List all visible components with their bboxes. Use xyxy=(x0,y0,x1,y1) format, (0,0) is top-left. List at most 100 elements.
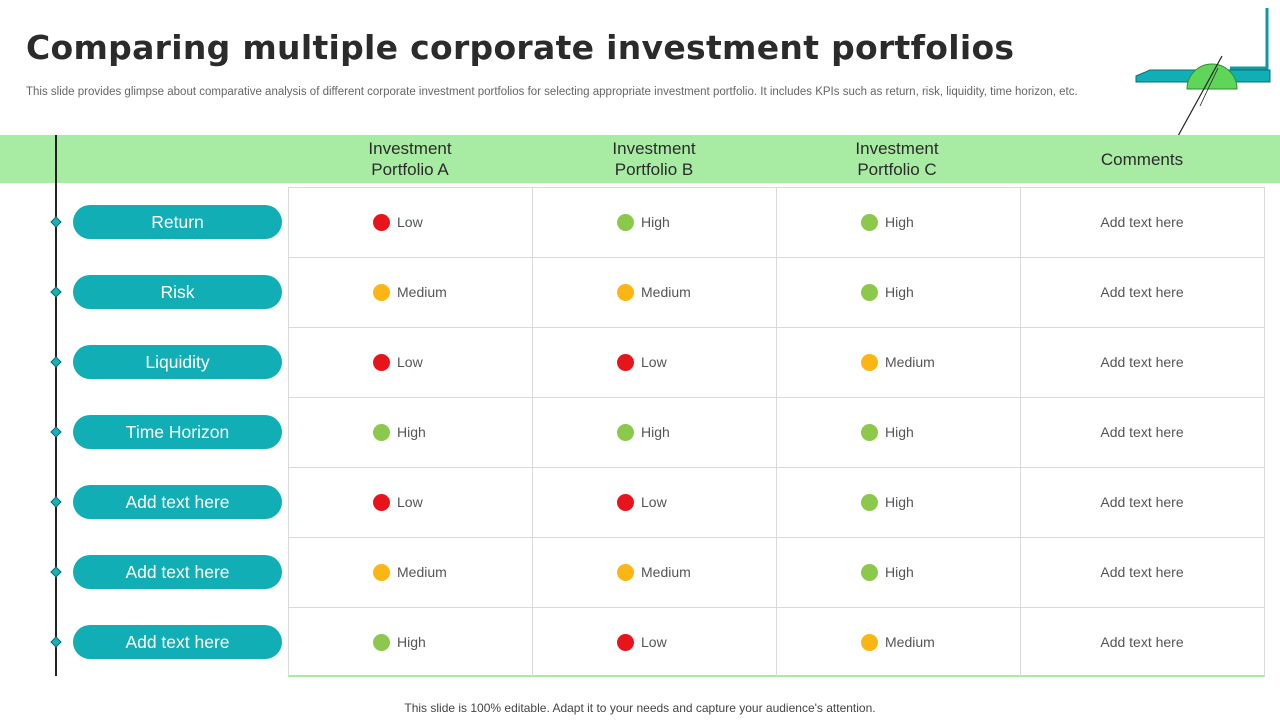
rating-indicator: Medium xyxy=(861,633,961,651)
table-row-divider xyxy=(288,537,1265,538)
rating-cell: Low xyxy=(532,607,776,677)
column-header-comments: Comments xyxy=(1100,149,1184,169)
rating-indicator: High xyxy=(617,423,717,441)
rating-text: High xyxy=(641,424,670,440)
comment-cell: Add text here xyxy=(1100,494,1184,510)
status-dot-icon xyxy=(861,563,878,581)
rating-text: High xyxy=(397,634,426,650)
status-dot-icon xyxy=(373,213,390,231)
table-column-divider xyxy=(532,187,533,677)
rating-cell: Medium xyxy=(288,537,532,607)
status-dot-icon xyxy=(617,493,634,511)
status-dot-icon xyxy=(861,213,878,231)
rating-cell: High xyxy=(288,607,532,677)
page-subtitle: This slide provides glimpse about compar… xyxy=(26,86,1078,98)
row-label-pill: Add text here xyxy=(73,625,282,659)
timeline-marker xyxy=(49,216,62,228)
rating-cell: Medium xyxy=(776,327,1020,397)
comment-cell: Add text here xyxy=(1100,354,1184,370)
page-title: Comparing multiple corporate investment … xyxy=(26,28,1015,67)
table-row-divider xyxy=(288,257,1265,258)
rating-text: Medium xyxy=(641,284,691,300)
rating-indicator: Medium xyxy=(617,563,717,581)
rating-text: High xyxy=(885,284,914,300)
table-column-divider xyxy=(1020,187,1021,677)
table-row-divider xyxy=(288,397,1265,398)
rating-text: Low xyxy=(397,494,423,510)
status-dot-icon xyxy=(617,563,634,581)
rating-cell: High xyxy=(288,397,532,467)
rating-cell: High xyxy=(776,397,1020,467)
status-dot-icon xyxy=(373,353,390,371)
rating-indicator: High xyxy=(861,423,961,441)
rating-text: Low xyxy=(397,354,423,370)
rating-cell: Low xyxy=(288,327,532,397)
rating-cell: Low xyxy=(288,467,532,537)
status-dot-icon xyxy=(617,213,634,231)
rating-cell: High xyxy=(776,257,1020,327)
rating-indicator: Low xyxy=(373,213,473,231)
rating-text: Low xyxy=(397,214,423,230)
row-label-pill: Add text here xyxy=(73,555,282,589)
rating-indicator: High xyxy=(861,283,961,301)
column-header-portfolio-c: Investment Portfolio C xyxy=(855,139,939,179)
rating-cell: Low xyxy=(288,187,532,257)
timeline-marker xyxy=(49,426,62,438)
decorative-gauge-icon xyxy=(1135,8,1271,136)
comment-cell: Add text here xyxy=(1100,564,1184,580)
column-header-portfolio-a: Investment Portfolio A xyxy=(368,139,452,179)
rating-indicator: Low xyxy=(617,633,717,651)
rating-indicator: Low xyxy=(617,353,717,371)
row-label-pill: Add text here xyxy=(73,485,282,519)
rating-cell: High xyxy=(776,537,1020,607)
status-dot-icon xyxy=(617,353,634,371)
rating-indicator: Low xyxy=(373,493,473,511)
rating-cell: Low xyxy=(532,327,776,397)
column-header-portfolio-b: Investment Portfolio B xyxy=(612,139,696,179)
status-dot-icon xyxy=(861,283,878,301)
rating-text: Low xyxy=(641,494,667,510)
timeline-marker xyxy=(49,286,62,298)
rating-indicator: High xyxy=(617,213,717,231)
table-row-divider xyxy=(288,607,1265,608)
table-row-divider xyxy=(288,467,1265,468)
status-dot-icon xyxy=(373,633,390,651)
table-row-divider xyxy=(288,327,1265,328)
rating-cell: Medium xyxy=(532,537,776,607)
rating-text: High xyxy=(885,424,914,440)
rating-text: Low xyxy=(641,634,667,650)
table-header-band xyxy=(0,135,1280,183)
timeline-marker xyxy=(49,356,62,368)
rating-text: Medium xyxy=(885,354,935,370)
rating-text: Low xyxy=(641,354,667,370)
row-label-pill: Risk xyxy=(73,275,282,309)
status-dot-icon xyxy=(373,283,390,301)
rating-text: High xyxy=(885,494,914,510)
rating-cell: High xyxy=(776,467,1020,537)
comment-cell: Add text here xyxy=(1100,214,1184,230)
rating-cell: Medium xyxy=(288,257,532,327)
status-dot-icon xyxy=(373,563,390,581)
status-dot-icon xyxy=(617,423,634,441)
rating-cell: Low xyxy=(532,467,776,537)
comment-cell: Add text here xyxy=(1100,284,1184,300)
rating-indicator: High xyxy=(373,423,473,441)
rating-indicator: High xyxy=(373,633,473,651)
timeline-marker xyxy=(49,636,62,648)
rating-text: Medium xyxy=(641,564,691,580)
rating-text: High xyxy=(885,564,914,580)
status-dot-icon xyxy=(861,493,878,511)
rating-cell: High xyxy=(532,187,776,257)
row-label-pill: Return xyxy=(73,205,282,239)
timeline-line xyxy=(55,135,57,676)
rating-indicator: Medium xyxy=(373,563,473,581)
comment-cell: Add text here xyxy=(1100,424,1184,440)
rating-text: Medium xyxy=(885,634,935,650)
rating-text: Medium xyxy=(397,284,447,300)
timeline-marker xyxy=(49,496,62,508)
rating-text: High xyxy=(641,214,670,230)
rating-indicator: Medium xyxy=(373,283,473,301)
rating-cell: Medium xyxy=(776,607,1020,677)
row-label-pill: Liquidity xyxy=(73,345,282,379)
status-dot-icon xyxy=(861,423,878,441)
